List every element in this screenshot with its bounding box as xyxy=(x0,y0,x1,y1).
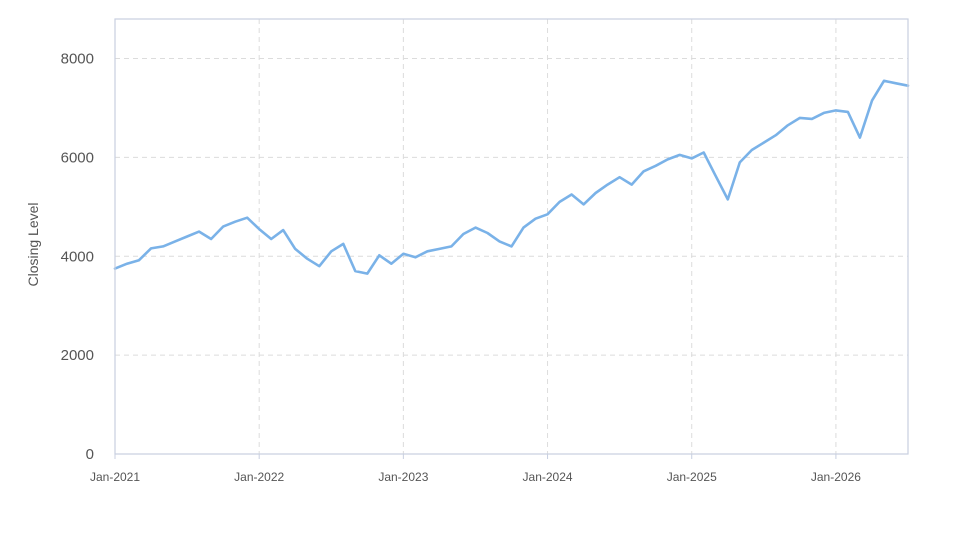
grid-lines xyxy=(115,19,908,454)
x-tick-label: Jan-2024 xyxy=(523,470,573,484)
y-tick-label: 4000 xyxy=(61,248,94,265)
y-axis-ticks: 0 2000 4000 6000 8000 xyxy=(61,51,94,463)
x-tick-label: Jan-2026 xyxy=(811,470,861,484)
series-layer xyxy=(113,79,910,275)
y-tick-label: 6000 xyxy=(61,149,94,166)
y-tick-label: 0 xyxy=(86,446,94,463)
x-tick-label: Jan-2023 xyxy=(378,470,428,484)
y-tick-label: 8000 xyxy=(61,51,94,68)
y-axis-title: Closing Level xyxy=(25,202,41,286)
x-tick-label: Jan-2022 xyxy=(234,470,284,484)
x-tick-label: Jan-2021 xyxy=(90,470,140,484)
x-axis-ticks: Jan-2021 Jan-2022 Jan-2023 Jan-2024 Jan-2025… xyxy=(90,454,861,484)
series-line xyxy=(113,79,910,275)
plot-frame xyxy=(114,18,909,455)
y-tick-label: 2000 xyxy=(61,347,94,364)
x-tick-label: Jan-2025 xyxy=(667,470,717,484)
